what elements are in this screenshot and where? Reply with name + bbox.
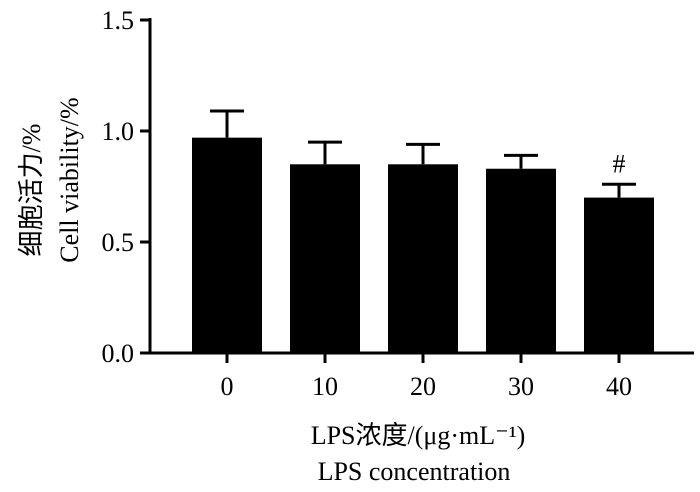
y-tick-label-0.0: 0.0 <box>102 339 135 368</box>
bar-10 <box>290 164 360 353</box>
y-tick-label-1.5: 1.5 <box>102 6 135 35</box>
x-tick-label-0: 0 <box>221 372 234 401</box>
x-tick-label-10: 10 <box>312 372 338 401</box>
y-axis-label-en: Cell viability/% <box>55 97 84 262</box>
bars-group <box>192 137 654 353</box>
annotation-40: # <box>613 149 626 178</box>
y-axis-label-cn: 细胞活力/% <box>17 124 46 257</box>
error-bars-group <box>210 109 636 198</box>
y-tick-label-0.5: 0.5 <box>102 228 135 257</box>
bar-0 <box>192 137 262 353</box>
x-axis-label-en: LPS concentration <box>318 457 511 486</box>
x-tick-label-20: 20 <box>410 372 436 401</box>
x-tick-label-40: 40 <box>606 372 632 401</box>
x-axis-label-cn: LPS浓度/(μg·mL⁻¹) <box>311 421 526 450</box>
annotations-group: # <box>613 149 626 178</box>
x-tick-label-30: 30 <box>508 372 534 401</box>
bar-20 <box>388 164 458 353</box>
bar-30 <box>486 168 556 353</box>
x-ticks-group: 0 10 20 30 40 <box>221 353 632 401</box>
y-tick-label-1.0: 1.0 <box>102 117 135 146</box>
bar-40 <box>584 197 654 353</box>
y-ticks-group: 0.0 0.5 1.0 1.5 <box>102 6 150 368</box>
